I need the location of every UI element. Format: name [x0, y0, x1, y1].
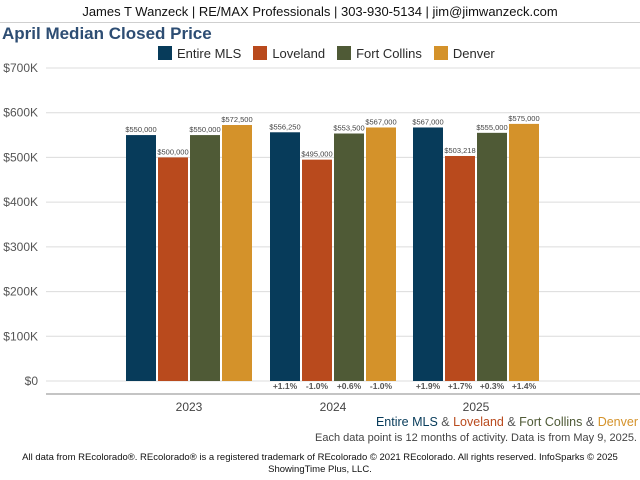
data-label: $575,000: [508, 114, 539, 123]
data-label: $500,000: [157, 147, 188, 156]
chart-legend: Entire MLS Loveland Fort Collins Denver: [158, 45, 507, 61]
y-tick-label: $0: [25, 374, 39, 388]
y-tick-label: $100K: [3, 329, 38, 343]
agent-contact-text: James T Wanzeck | RE/MAX Professionals |…: [82, 3, 558, 19]
data-label: $567,000: [365, 117, 396, 126]
x-tick-label: 2024: [320, 400, 347, 412]
color-key-separator: &: [507, 415, 516, 429]
change-label: -1.0%: [306, 381, 329, 391]
y-tick-label: $600K: [3, 106, 38, 120]
y-tick-label: $200K: [3, 285, 38, 299]
color-key-separator: &: [441, 415, 450, 429]
change-label: +0.6%: [337, 381, 362, 391]
legend-item-loveland[interactable]: Loveland: [253, 46, 325, 61]
bar-loveland-2023: [158, 157, 188, 381]
change-label: -1.0%: [370, 381, 393, 391]
legend-item-entire-mls[interactable]: Entire MLS: [158, 46, 241, 61]
legend-swatch-denver: [433, 46, 448, 60]
color-key-denver: Denver: [597, 415, 638, 429]
bar-denver-2024: [366, 127, 396, 381]
chart-title: April Median Closed Price: [2, 24, 212, 43]
change-label: +1.9%: [416, 381, 441, 391]
y-tick-label: $700K: [3, 61, 38, 75]
data-label: $555,000: [476, 123, 507, 132]
footer-line-1: All data from REcolorado®. REcolorado® i…: [22, 452, 618, 463]
change-label: +0.3%: [480, 381, 505, 391]
bar-loveland-2024: [302, 159, 332, 381]
y-tick-label: $300K: [3, 240, 38, 254]
footer: All data from REcolorado®. REcolorado® i…: [0, 452, 640, 476]
data-label: $503,218: [444, 146, 475, 155]
bar-loveland-2025: [445, 155, 475, 381]
color-key-separator: &: [585, 415, 595, 429]
bar-fort_collins-2024: [334, 133, 364, 381]
legend-label-fort-collins: Fort Collins: [356, 45, 422, 61]
series-color-key: Entire MLS & Loveland & Fort Collins & D…: [376, 415, 638, 429]
y-tick-label: $500K: [3, 150, 38, 164]
legend-swatch-loveland: [253, 46, 268, 60]
bar-denver-2025: [509, 123, 539, 382]
data-label: $553,500: [333, 124, 364, 133]
data-label: $495,000: [301, 150, 332, 159]
color-key-entire-mls: Entire MLS: [375, 415, 438, 429]
bar-entire_mls-2023: [126, 135, 156, 381]
legend-label-denver: Denver: [452, 45, 495, 61]
agent-contact-bar: James T Wanzeck | RE/MAX Professionals |…: [0, 0, 640, 23]
data-label: $550,000: [189, 125, 220, 134]
bar-entire_mls-2025: [413, 127, 443, 381]
change-label: +1.7%: [448, 381, 473, 391]
change-label: +1.1%: [273, 381, 298, 391]
bar-chart: $0 $100K $200K $300K $400K $500K $600K $700K $55…: [3, 61, 640, 412]
data-note: Each data point is 12 months of activity…: [314, 432, 637, 444]
footer-line-2: ShowingTime Plus, LLC.: [268, 464, 372, 475]
legend-label-entire-mls: Entire MLS: [177, 45, 242, 61]
x-tick-label: 2025: [463, 400, 490, 412]
change-label: +1.4%: [512, 381, 537, 391]
legend-swatch-fort-collins: [337, 46, 352, 60]
color-key-loveland: Loveland: [453, 415, 504, 429]
x-tick-label: 2023: [176, 400, 203, 412]
legend-item-fort-collins[interactable]: Fort Collins: [337, 46, 422, 61]
bar-fort_collins-2023: [190, 135, 220, 381]
bar-denver-2023: [222, 125, 252, 381]
data-label: $572,500: [221, 115, 252, 124]
data-label: $556,250: [269, 122, 300, 131]
legend-label-loveland: Loveland: [272, 45, 326, 61]
color-key-fort-collins: Fort Collins: [519, 415, 583, 429]
legend-item-denver[interactable]: Denver: [433, 45, 495, 61]
bar-entire_mls-2024: [270, 132, 300, 381]
y-tick-label: $400K: [3, 195, 38, 209]
bar-fort_collins-2025: [477, 132, 507, 381]
legend-swatch-entire-mls: [158, 46, 172, 60]
data-label: $550,000: [125, 125, 156, 134]
data-label: $567,000: [412, 117, 443, 126]
